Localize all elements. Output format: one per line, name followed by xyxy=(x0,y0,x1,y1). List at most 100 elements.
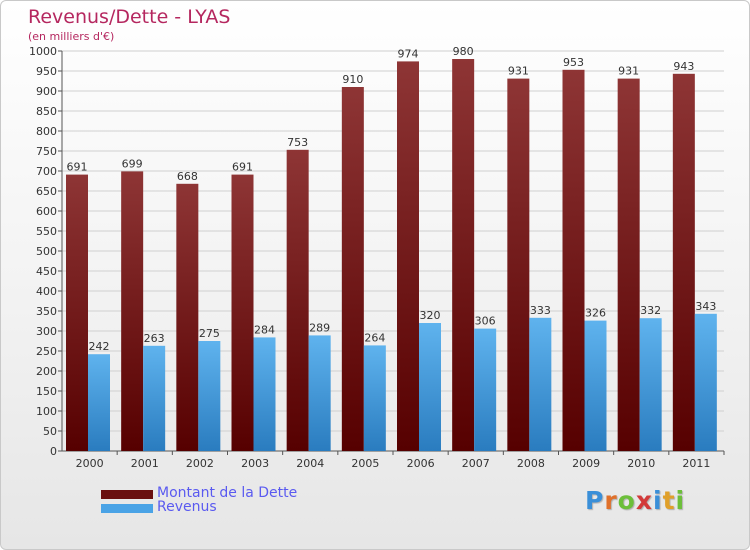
debt-bar xyxy=(507,78,530,451)
y-tick-label: 650 xyxy=(36,185,57,198)
y-tick-label: 400 xyxy=(36,285,57,298)
revenus-value-label: 320 xyxy=(420,309,441,322)
debt-bar xyxy=(231,174,254,451)
revenus-value-label: 264 xyxy=(364,331,385,344)
revenus-bar xyxy=(308,335,331,451)
debt-bar xyxy=(617,78,640,451)
x-tick-label: 2007 xyxy=(462,457,490,470)
debt-value-label: 974 xyxy=(398,47,419,60)
y-tick-label: 950 xyxy=(36,65,57,78)
y-tick-label: 750 xyxy=(36,145,57,158)
logo-letter: r xyxy=(604,486,618,515)
logo-letter: t xyxy=(662,486,676,515)
debt-bar xyxy=(121,171,144,451)
revenus-value-label: 263 xyxy=(144,332,165,345)
revenus-value-label: 275 xyxy=(199,327,220,340)
x-tick-label: 2011 xyxy=(682,457,710,470)
x-tick-label: 2001 xyxy=(131,457,159,470)
revenus-value-label: 306 xyxy=(475,315,496,328)
y-tick-label: 600 xyxy=(36,205,57,218)
legend-swatch-debt xyxy=(101,490,153,499)
y-tick-label: 0 xyxy=(50,445,57,458)
debt-value-label: 699 xyxy=(122,157,143,170)
debt-value-label: 691 xyxy=(67,161,88,174)
logo-letter: o xyxy=(617,486,636,515)
y-tick-label: 550 xyxy=(36,225,57,238)
logo-letter: P xyxy=(585,486,605,515)
debt-bar xyxy=(341,87,364,451)
x-tick-label: 2010 xyxy=(627,457,655,470)
debt-value-label: 753 xyxy=(287,136,308,149)
revenus-value-label: 332 xyxy=(640,304,661,317)
debt-value-label: 943 xyxy=(673,60,694,73)
revenus-bar xyxy=(363,345,386,451)
debt-value-label: 910 xyxy=(342,73,363,86)
y-tick-label: 800 xyxy=(36,125,57,138)
debt-bar xyxy=(452,59,475,451)
debt-bar xyxy=(562,69,585,452)
logo-letter: x xyxy=(635,486,653,515)
revenus-bar xyxy=(253,337,276,451)
revenus-bar xyxy=(143,345,166,451)
debt-value-label: 668 xyxy=(177,170,198,183)
debt-value-label: 931 xyxy=(508,65,529,78)
revenus-value-label: 333 xyxy=(530,304,551,317)
revenus-value-label: 343 xyxy=(695,300,716,313)
bars xyxy=(66,59,717,452)
debt-bar xyxy=(66,174,88,451)
x-tick-label: 2003 xyxy=(241,457,269,470)
x-tick-label: 2004 xyxy=(296,457,324,470)
y-tick-label: 900 xyxy=(36,85,57,98)
y-tick-label: 1000 xyxy=(29,45,57,58)
debt-value-label: 980 xyxy=(453,45,474,58)
logo-letter: i xyxy=(653,486,663,515)
y-tick-label: 200 xyxy=(36,365,57,378)
revenus-value-label: 242 xyxy=(89,340,110,353)
debt-bar xyxy=(286,149,309,452)
debt-value-label: 953 xyxy=(563,56,584,69)
revenus-bar xyxy=(198,341,221,451)
grid-lines xyxy=(62,50,724,452)
revenus-bar xyxy=(474,328,497,451)
data-labels: 691 242 699 263 668 275 691 284 753 289 910 264 974 3… xyxy=(67,45,717,353)
y-tick-label: 150 xyxy=(36,385,57,398)
logo-letter: i xyxy=(675,486,686,515)
debt-bar xyxy=(672,73,695,452)
chart-title: Revenus/Dette - LYAS xyxy=(28,6,231,28)
x-tick-label: 2006 xyxy=(407,457,435,470)
y-tick-label: 250 xyxy=(36,345,57,358)
revenus-value-label: 326 xyxy=(585,307,606,320)
legend-label-revenus: Revenus xyxy=(157,499,217,515)
revenus-bar xyxy=(694,313,717,451)
legend-label-debt: Montant de la Dette xyxy=(157,485,298,501)
y-tick-label: 450 xyxy=(36,265,57,278)
axes: 0 50 100 150 200 250 300 350 400 450 500 550 600 650 7… xyxy=(29,45,725,470)
y-tick-label: 50 xyxy=(43,425,57,438)
y-tick-label: 500 xyxy=(36,245,57,258)
chart-subtitle: (en milliers d'€) xyxy=(28,30,115,43)
x-tick-label: 2005 xyxy=(351,457,379,470)
revenus-bar xyxy=(529,317,552,451)
debt-bar xyxy=(397,61,419,452)
proxiti-logo: Proxiti xyxy=(585,486,685,515)
y-tick-label: 700 xyxy=(36,165,57,178)
revenus-bar xyxy=(639,318,662,451)
revenus-bar xyxy=(419,323,441,451)
revenus-bar xyxy=(584,320,607,451)
revenus-value-label: 289 xyxy=(309,321,330,334)
debt-value-label: 691 xyxy=(232,161,253,174)
x-tick-label: 2008 xyxy=(517,457,545,470)
revenus-value-label: 284 xyxy=(254,323,275,336)
y-tick-label: 850 xyxy=(36,105,57,118)
revenus-bar xyxy=(88,354,110,451)
legend-swatch-revenus xyxy=(101,504,153,513)
y-tick-label: 300 xyxy=(36,325,57,338)
x-tick-label: 2000 xyxy=(76,457,104,470)
y-tick-label: 100 xyxy=(36,405,57,418)
x-tick-label: 2009 xyxy=(572,457,600,470)
y-tick-label: 350 xyxy=(36,305,57,318)
debt-value-label: 931 xyxy=(618,65,639,78)
debt-bar xyxy=(176,183,199,452)
